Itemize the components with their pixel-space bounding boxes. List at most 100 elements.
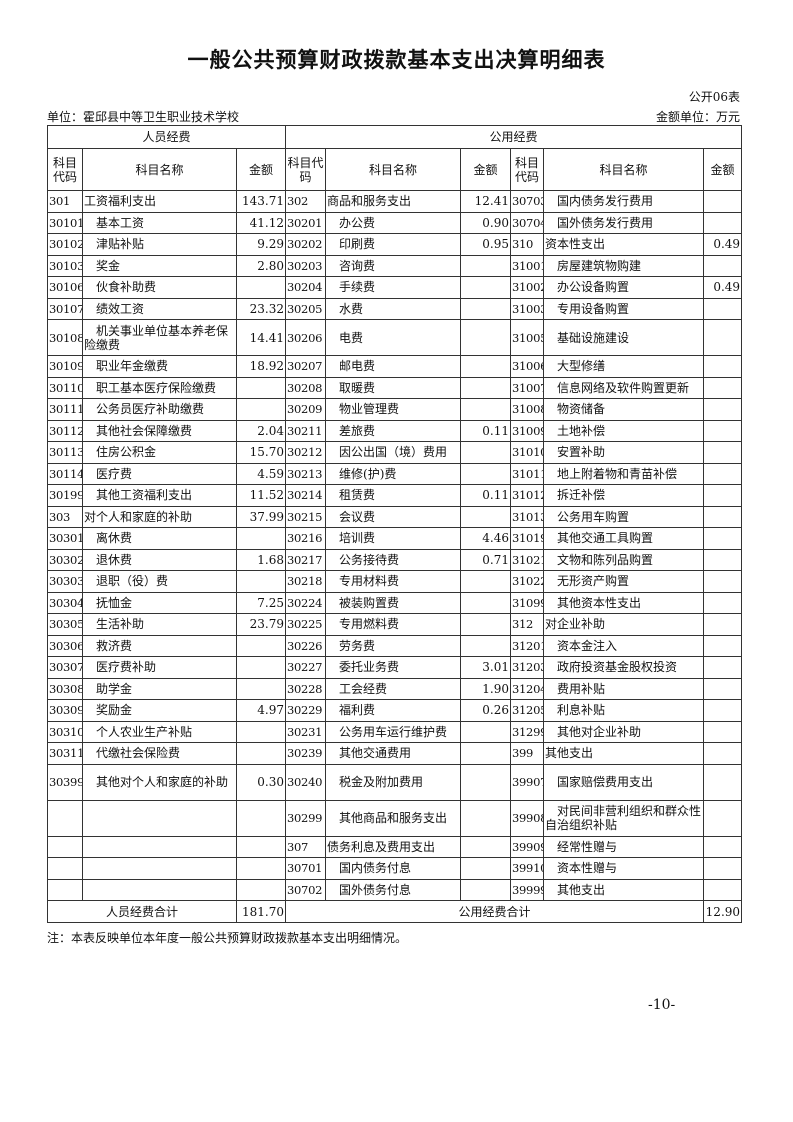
subject-name: 税金及附加费用 xyxy=(325,763,462,801)
table-row: 30305 生活补助 23.79 30225 专用燃料费 312 对企业补助 xyxy=(47,613,743,636)
amount xyxy=(703,376,743,399)
subject-code: 31203 xyxy=(510,656,545,679)
subject-code: 31009 xyxy=(510,419,545,442)
amount: 37.99 xyxy=(235,505,287,528)
subject-name: 电费 xyxy=(325,319,462,356)
page-title: 一般公共预算财政拨款基本支出决算明细表 xyxy=(187,47,606,72)
amount xyxy=(460,462,512,485)
subject-name: 基础设施建设 xyxy=(543,319,705,356)
subject-name: 国内债务付息 xyxy=(325,857,462,880)
subject-name: 专用设备购置 xyxy=(543,297,705,320)
subject-name: 被装购置费 xyxy=(325,591,462,614)
subject-name: 其他工资福利支出 xyxy=(82,484,237,507)
amount: 14.41 xyxy=(235,319,287,356)
subject-name: 差旅费 xyxy=(325,419,462,442)
subject-code: 30310 xyxy=(47,720,83,743)
amount xyxy=(460,441,512,464)
subject-code: 30299 xyxy=(285,799,327,837)
subject-name: 工会经费 xyxy=(325,677,462,700)
subject-code: 31003 xyxy=(510,297,545,320)
subject-name: 离休费 xyxy=(82,527,237,550)
amount xyxy=(703,548,743,571)
subject-code: 31002 xyxy=(510,276,545,299)
subject-name: 福利费 xyxy=(325,699,462,722)
subject-name: 地上附着物和青苗补偿 xyxy=(543,462,705,485)
subject-code: 30202 xyxy=(285,233,327,256)
amount xyxy=(703,763,743,801)
subject-code: 31011 xyxy=(510,462,545,485)
subject-code: 30208 xyxy=(285,376,327,399)
amount xyxy=(235,276,287,299)
unit-label: 单位：霍邱县中等卫生职业技术学校 xyxy=(47,110,240,124)
subject-code: 30101 xyxy=(47,211,83,234)
amount xyxy=(235,720,287,743)
subject-name: 信息网络及软件购置更新 xyxy=(543,376,705,399)
totals-row: 人员经费合计 181.70 公用经费合计 12.90 xyxy=(47,900,743,923)
subject-code: 302 xyxy=(285,190,327,213)
amount xyxy=(460,254,512,277)
subject-name: 医疗费 xyxy=(82,462,237,485)
subject-name: 工资福利支出 xyxy=(82,190,237,213)
amount xyxy=(703,613,743,636)
subject-code: 30107 xyxy=(47,297,83,320)
subject-name xyxy=(82,857,237,880)
amount xyxy=(703,484,743,507)
subject-code xyxy=(47,878,83,901)
subject-code: 30701 xyxy=(285,857,327,880)
subject-code: 30309 xyxy=(47,699,83,722)
subject-name: 公务用车购置 xyxy=(543,505,705,528)
subject-name: 医疗费补助 xyxy=(82,656,237,679)
subject-code: 307 xyxy=(285,835,327,858)
subject-name: 拆迁补偿 xyxy=(543,484,705,507)
subject-name: 生活补助 xyxy=(82,613,237,636)
subject-code: 310 xyxy=(510,233,545,256)
amount xyxy=(235,835,287,858)
amount xyxy=(703,857,743,880)
header-name: 科目名称 xyxy=(82,148,237,191)
amount: 0.95 xyxy=(460,233,512,256)
amount: 1.90 xyxy=(460,677,512,700)
amount xyxy=(460,634,512,657)
header-code: 科目代码 xyxy=(510,148,545,191)
subject-name: 其他交通费用 xyxy=(325,742,462,765)
amount xyxy=(703,591,743,614)
subject-name: 因公出国（境）费用 xyxy=(325,441,462,464)
subject-name: 公务员医疗补助缴费 xyxy=(82,398,237,421)
subject-name: 资本性赠与 xyxy=(543,857,705,880)
amount xyxy=(460,720,512,743)
subject-name: 其他支出 xyxy=(543,878,705,901)
subject-name: 对企业补助 xyxy=(543,613,705,636)
amount: 0.26 xyxy=(460,699,512,722)
subject-code: 31013 xyxy=(510,505,545,528)
subject-name: 退休费 xyxy=(82,548,237,571)
amount: 0.90 xyxy=(460,211,512,234)
subject-name: 国外债务发行费用 xyxy=(543,211,705,234)
subject-code: 30399 xyxy=(47,763,83,801)
subject-code: 39999 xyxy=(510,878,545,901)
amount xyxy=(235,656,287,679)
amount xyxy=(703,677,743,700)
amount xyxy=(703,319,743,356)
subject-name: 国内债务发行费用 xyxy=(543,190,705,213)
amount xyxy=(460,763,512,801)
group-public: 公用经费 xyxy=(285,125,743,149)
subject-code: 30212 xyxy=(285,441,327,464)
subject-code: 30304 xyxy=(47,591,83,614)
amount xyxy=(703,419,743,442)
subject-code: 30217 xyxy=(285,548,327,571)
subject-name: 手续费 xyxy=(325,276,462,299)
subject-code: 30702 xyxy=(285,878,327,901)
subject-name: 个人农业生产补贴 xyxy=(82,720,237,743)
amount xyxy=(703,656,743,679)
subject-code: 31005 xyxy=(510,319,545,356)
amount xyxy=(460,835,512,858)
subject-code: 30227 xyxy=(285,656,327,679)
